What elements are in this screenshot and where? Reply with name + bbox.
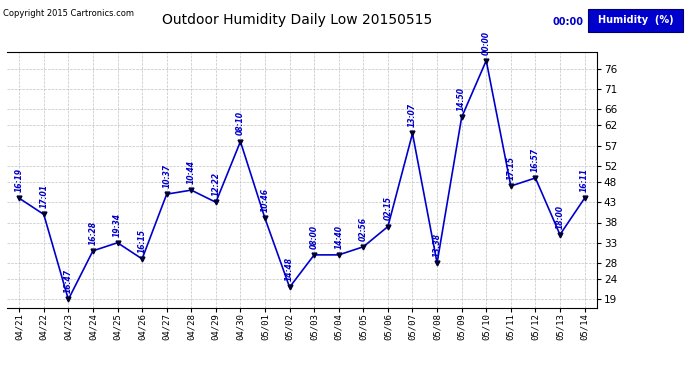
Text: 13:07: 13:07 xyxy=(408,104,417,128)
Text: 16:19: 16:19 xyxy=(14,168,23,192)
Text: 16:28: 16:28 xyxy=(88,221,97,245)
Text: 13:38: 13:38 xyxy=(433,233,442,257)
Text: Copyright 2015 Cartronics.com: Copyright 2015 Cartronics.com xyxy=(3,9,135,18)
Text: 10:46: 10:46 xyxy=(261,188,270,212)
Text: 14:40: 14:40 xyxy=(334,225,343,249)
Text: Outdoor Humidity Daily Low 20150515: Outdoor Humidity Daily Low 20150515 xyxy=(161,13,432,27)
Text: 10:37: 10:37 xyxy=(162,164,171,188)
Text: 12:22: 12:22 xyxy=(211,172,220,196)
Text: 10:44: 10:44 xyxy=(187,160,196,184)
Text: 16:11: 16:11 xyxy=(580,168,589,192)
Text: 16:47: 16:47 xyxy=(64,269,73,293)
Text: 08:00: 08:00 xyxy=(310,225,319,249)
Text: 02:56: 02:56 xyxy=(359,217,368,241)
Text: 14:50: 14:50 xyxy=(457,87,466,111)
Text: Humidity  (%): Humidity (%) xyxy=(598,15,673,25)
Text: 14:48: 14:48 xyxy=(285,257,294,281)
Text: 19:34: 19:34 xyxy=(113,213,122,237)
Text: 17:15: 17:15 xyxy=(506,156,515,180)
Text: 00:00: 00:00 xyxy=(552,17,583,27)
Text: 08:10: 08:10 xyxy=(236,111,245,135)
Text: 02:15: 02:15 xyxy=(384,196,393,220)
Text: 16:57: 16:57 xyxy=(531,148,540,172)
Text: 17:01: 17:01 xyxy=(39,184,48,209)
Text: 16:15: 16:15 xyxy=(137,229,146,253)
Text: 18:00: 18:00 xyxy=(555,205,564,229)
Text: 00:00: 00:00 xyxy=(482,30,491,54)
